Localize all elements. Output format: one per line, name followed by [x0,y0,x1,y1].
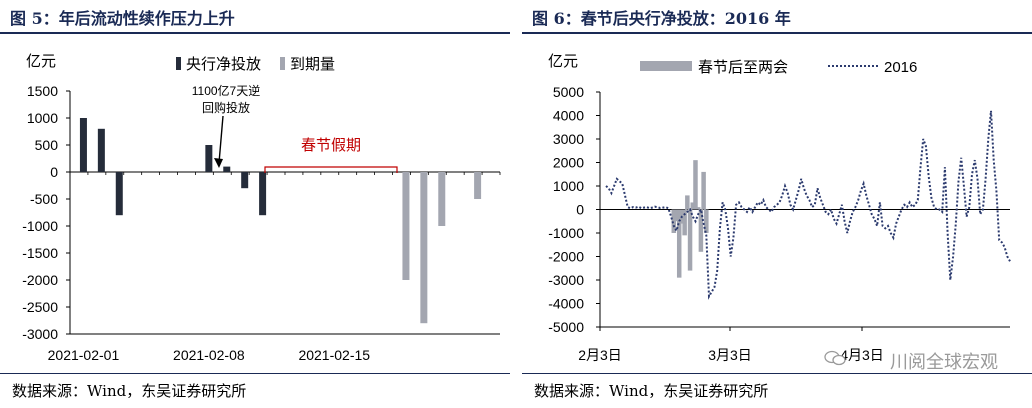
left-y-tick-label: 1500 [27,83,58,99]
left-annotation-arrowhead [214,158,223,168]
left-y-tick-label: -1500 [22,245,58,261]
right-y-tick-label: 0 [576,202,584,218]
left-holiday-bracket [264,166,398,173]
left-bar-net [97,128,105,172]
right-bar [690,202,696,210]
left-unit-label: 亿元 [26,53,56,70]
right-x-tick-label: 2月3日 [578,347,622,363]
right-bar [698,209,704,252]
right-bar [687,209,693,271]
right-bar [704,209,709,233]
left-bar-net [115,172,123,216]
left-source: 数据来源：Wind，东吴证券研究所 [12,382,247,400]
left-chart: 亿元 1500 1000 500 0 -500 -1000 -1500 -2000 -2500 -3… [22,53,501,363]
right-y-tick-label: -3000 [548,272,584,288]
left-holiday-label: 春节假期 [301,137,361,154]
left-y-tick-label: -3000 [22,326,58,342]
right-y-tick-label: 3000 [553,131,584,147]
right-legend-label-line: 2016 [884,59,917,76]
left-legend-label-maturity: 到期量 [290,56,335,73]
left-bar-net [79,118,87,172]
left-legend-label-net: 央行净投放 [186,56,261,73]
left-bar-net [259,172,267,216]
left-legend-swatch-net [176,57,181,70]
right-legend-swatch-bars [640,61,692,71]
watermark-text: 川阅全球宏观 [890,352,998,373]
left-legend-swatch-maturity [280,57,285,70]
left-bar-net [223,166,231,172]
right-x-tick-label: 3月3日 [708,347,752,363]
left-bar-maturity [474,172,482,199]
left-source-rule [0,373,510,374]
left-x-tick-label: 2021-02-08 [173,347,245,363]
right-source-rule [522,373,1032,374]
right-y-tick-label: -5000 [548,319,584,335]
left-bar-maturity [438,172,446,226]
left-annotation-arrow [218,115,224,164]
right-bar [676,209,682,278]
right-y-tick-label: 5000 [553,84,584,100]
right-y-tick-label: -1000 [548,225,584,241]
left-annotation-repo-line2: 回购投放 [202,100,250,115]
right-line-2016 [605,110,1011,300]
left-x-tick-label: 2021-02-15 [298,347,370,363]
left-bar-maturity [420,172,428,324]
left-y-tick-label: -2000 [22,272,58,288]
left-y-tick-label: -2500 [22,299,58,315]
left-title-rule [0,32,510,34]
right-unit-label: 亿元 [548,53,578,70]
left-figure-title: 图 5：年后流动性续作压力上升 [10,9,235,28]
left-panel: 图 5：年后流动性续作压力上升 亿元 1500 1000 500 0 -500 -1000 -… [0,0,510,408]
right-y-tick-label: 4000 [553,108,584,124]
right-y-tick-label: -2000 [548,249,584,265]
right-figure-title: 图 6：春节后央行净投放：2016 年 [532,9,791,28]
wechat-icon [824,350,846,366]
left-bar-net [205,145,213,172]
right-bar [693,160,698,210]
right-bar [671,209,677,233]
left-bar-net [241,172,249,189]
right-chart: 亿元 5000 4000 3000 2000 1000 0 -1000 -2000 -3000 -4… [548,53,1011,363]
right-bar [682,209,687,236]
right-bar [695,207,701,210]
right-y-tick-label: -4000 [548,296,584,312]
right-title-rule [522,32,1032,34]
left-annotation-repo-line1: 1100亿7天逆 [192,83,260,98]
left-bar-maturity [402,172,410,280]
right-panel: 图 6：春节后央行净投放：2016 年 亿元 5000 4000 3000 2000 10… [522,0,1032,408]
right-y-tick-label: 1000 [553,178,584,194]
right-legend-label-bars: 春节后至两会 [698,59,788,76]
right-source: 数据来源：Wind，东吴证券研究所 [534,382,769,400]
left-y-tick-label: 1000 [27,110,58,126]
right-x-tick-label: 4月3日 [840,347,884,363]
left-y-tick-label: -500 [30,191,58,207]
right-bar [674,209,679,222]
right-bar [685,195,690,210]
left-x-tick-label: 2021-02-01 [48,347,120,363]
left-y-tick-label: 0 [50,164,58,180]
left-y-tick-label: 500 [35,137,59,153]
left-y-tick-label: -1000 [22,218,58,234]
right-bar [701,171,706,210]
right-y-tick-label: 2000 [553,155,584,171]
